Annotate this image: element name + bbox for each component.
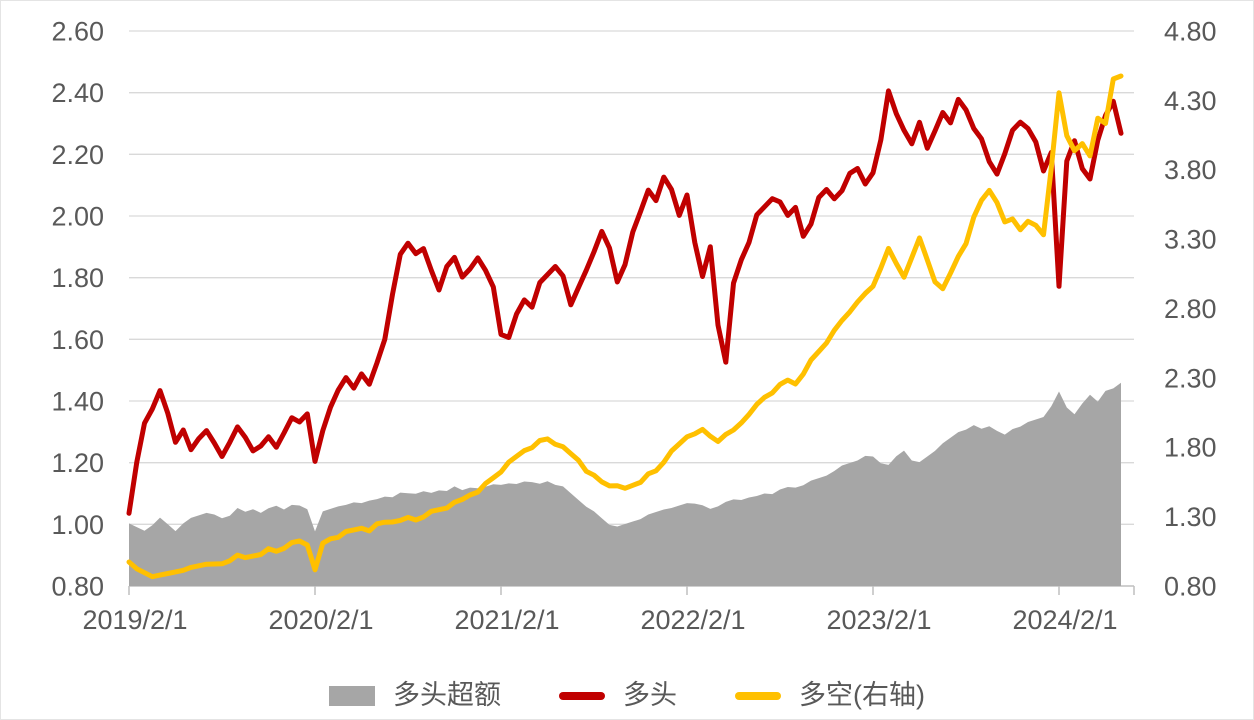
y-axis-right-tick-label: 1.80 (1164, 433, 1217, 463)
y-axis-right-tick-label: 0.80 (1164, 571, 1217, 601)
long-line-series (126, 88, 1124, 516)
legend-item-longshort: 多空(右轴) (735, 682, 925, 709)
x-axis-tick-label: 2024/2/1 (1012, 605, 1117, 635)
y-axis-left-tick-label: 2.20 (51, 140, 104, 170)
y-axis-right-tick-label: 4.80 (1164, 16, 1217, 46)
legend-swatch-excess-area-icon (329, 685, 375, 706)
legend-label-longshort: 多空(右轴) (799, 680, 925, 710)
y-axis-left-tick-label: 0.80 (51, 571, 104, 601)
y-axis-left-tick-label: 1.80 (51, 263, 104, 293)
y-axis-right-tick-label: 2.30 (1164, 363, 1217, 393)
legend-swatch-longshort-line-icon (735, 691, 781, 700)
x-axis-tick-label: 2023/2/1 (826, 605, 931, 635)
y-axis-right-tick-label: 4.30 (1164, 86, 1217, 116)
y-axis-left-tick-label: 1.20 (51, 448, 104, 478)
y-axis-right-tick-label: 1.30 (1164, 502, 1217, 532)
y-axis-right-tick-label: 3.80 (1164, 155, 1217, 185)
x-axis-tick-label: 2019/2/1 (82, 605, 187, 635)
y-axis-left-tick-label: 2.00 (51, 201, 104, 231)
legend-item-long: 多头 (559, 682, 677, 709)
y-axis-right-tick-label: 3.30 (1164, 225, 1217, 255)
legend-swatch-long-line-icon (559, 691, 605, 700)
y-axis-left-tick-label: 2.60 (51, 16, 104, 46)
x-axis-tick-label: 2021/2/1 (454, 605, 559, 635)
y-axis-left-tick-label: 1.40 (51, 386, 104, 416)
x-axis-tick-label: 2020/2/1 (268, 605, 373, 635)
x-axis-tick-label: 2022/2/1 (640, 605, 745, 635)
y-axis-left-tick-label: 1.60 (51, 325, 104, 355)
longshort-line-series (126, 73, 1124, 580)
y-axis-left-tick-label: 2.40 (51, 78, 104, 108)
legend-label-long: 多头 (623, 680, 677, 710)
y-axis-left-tick-label: 1.00 (51, 510, 104, 540)
legend: 多头超额 多头 多空(右轴) (1, 682, 1253, 709)
excess-area-series (129, 382, 1121, 586)
legend-item-excess: 多头超额 (329, 682, 501, 709)
y-axis-right-tick-label: 2.80 (1164, 294, 1217, 324)
legend-label-excess: 多头超额 (393, 680, 501, 710)
